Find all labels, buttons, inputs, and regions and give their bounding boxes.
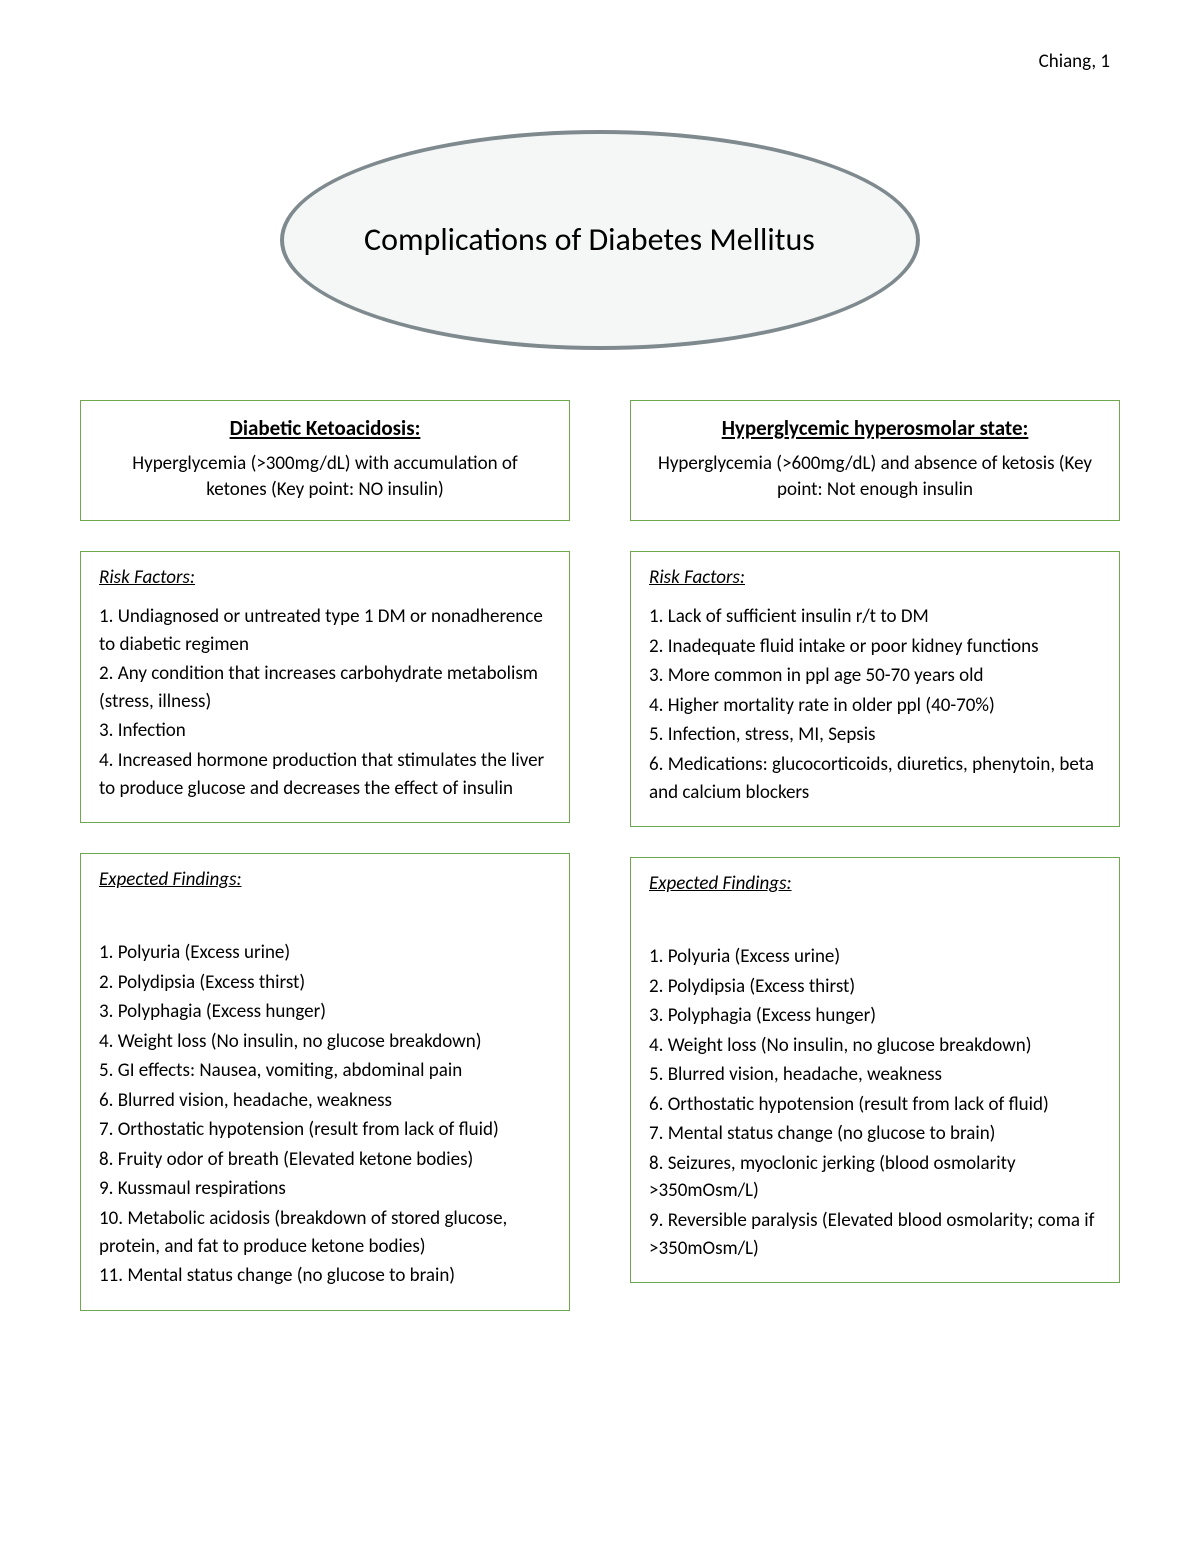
dka-description: Hyperglycemia (>300mg/dL) with accumulat… [99, 451, 551, 502]
list-item: 2. Polydipsia (Excess thirst) [99, 969, 551, 997]
list-item: 9. Kussmaul respirations [99, 1175, 551, 1203]
list-item: 5. GI effects: Nausea, vomiting, abdomin… [99, 1057, 551, 1085]
list-item: 1. Lack of sufficient insulin r/t to DM [649, 603, 1101, 631]
list-item: 8. Fruity odor of breath (Elevated keton… [99, 1146, 551, 1174]
list-item: 4. Higher mortality rate in older ppl (4… [649, 692, 1101, 720]
columns-container: Diabetic Ketoacidosis: Hyperglycemia (>3… [80, 400, 1120, 1311]
page-title: Complications of Diabetes Mellitus [364, 220, 836, 260]
list-item: 4. Weight loss (No insulin, no glucose b… [649, 1032, 1101, 1060]
right-column: Hyperglycemic hyperosmolar state: Hyperg… [630, 400, 1120, 1311]
list-item: 1. Polyuria (Excess urine) [99, 939, 551, 967]
list-item: 2. Any condition that increases carbohyd… [99, 660, 551, 715]
hhs-risk-box: Risk Factors: 1. Lack of sufficient insu… [630, 551, 1120, 827]
list-item: 6. Medications: glucocorticoids, diureti… [649, 751, 1101, 806]
list-item: 1. Polyuria (Excess urine) [649, 943, 1101, 971]
list-item: 3. Polyphagia (Excess hunger) [99, 998, 551, 1026]
title-ellipse: Complications of Diabetes Mellitus [280, 130, 920, 350]
list-item: 2. Polydipsia (Excess thirst) [649, 973, 1101, 1001]
dka-findings-box: Expected Findings: 1. Polyuria (Excess u… [80, 853, 570, 1311]
list-item: 3. More common in ppl age 50-70 years ol… [649, 662, 1101, 690]
dka-findings-heading: Expected Findings: [99, 868, 551, 891]
list-item: 3. Polyphagia (Excess hunger) [649, 1002, 1101, 1030]
list-item: 6. Orthostatic hypotension (result from … [649, 1091, 1101, 1119]
list-item: 4. Weight loss (No insulin, no glucose b… [99, 1028, 551, 1056]
dka-heading: Diabetic Ketoacidosis: [99, 415, 551, 441]
list-item: 5. Infection, stress, MI, Sepsis [649, 721, 1101, 749]
page-header: Chiang, 1 [1039, 50, 1110, 73]
hhs-definition-box: Hyperglycemic hyperosmolar state: Hyperg… [630, 400, 1120, 521]
hhs-findings-list: 1. Polyuria (Excess urine)2. Polydipsia … [649, 943, 1101, 1262]
list-item: 9. Reversible paralysis (Elevated blood … [649, 1207, 1101, 1262]
list-item: 7. Orthostatic hypotension (result from … [99, 1116, 551, 1144]
list-item: 4. Increased hormone production that sti… [99, 747, 551, 802]
left-column: Diabetic Ketoacidosis: Hyperglycemia (>3… [80, 400, 570, 1311]
hhs-findings-box: Expected Findings: 1. Polyuria (Excess u… [630, 857, 1120, 1283]
list-item: 6. Blurred vision, headache, weakness [99, 1087, 551, 1115]
list-item: 7. Mental status change (no glucose to b… [649, 1120, 1101, 1148]
hhs-findings-heading: Expected Findings: [649, 872, 1101, 895]
list-item: 10. Metabolic acidosis (breakdown of sto… [99, 1205, 551, 1260]
dka-risk-heading: Risk Factors: [99, 566, 551, 589]
list-item: 8. Seizures, myoclonic jerking (blood os… [649, 1150, 1101, 1205]
list-item: 3. Infection [99, 717, 551, 745]
hhs-heading: Hyperglycemic hyperosmolar state: [649, 415, 1101, 441]
hhs-risk-list: 1. Lack of sufficient insulin r/t to DM2… [649, 603, 1101, 806]
dka-risk-box: Risk Factors: 1. Undiagnosed or untreate… [80, 551, 570, 823]
dka-risk-list: 1. Undiagnosed or untreated type 1 DM or… [99, 603, 551, 802]
dka-definition-box: Diabetic Ketoacidosis: Hyperglycemia (>3… [80, 400, 570, 521]
list-item: 2. Inadequate fluid intake or poor kidne… [649, 633, 1101, 661]
hhs-risk-heading: Risk Factors: [649, 566, 1101, 589]
list-item: 11. Mental status change (no glucose to … [99, 1262, 551, 1290]
list-item: 5. Blurred vision, headache, weakness [649, 1061, 1101, 1089]
list-item: 1. Undiagnosed or untreated type 1 DM or… [99, 603, 551, 658]
dka-findings-list: 1. Polyuria (Excess urine)2. Polydipsia … [99, 939, 551, 1290]
hhs-description: Hyperglycemia (>600mg/dL) and absence of… [649, 451, 1101, 502]
